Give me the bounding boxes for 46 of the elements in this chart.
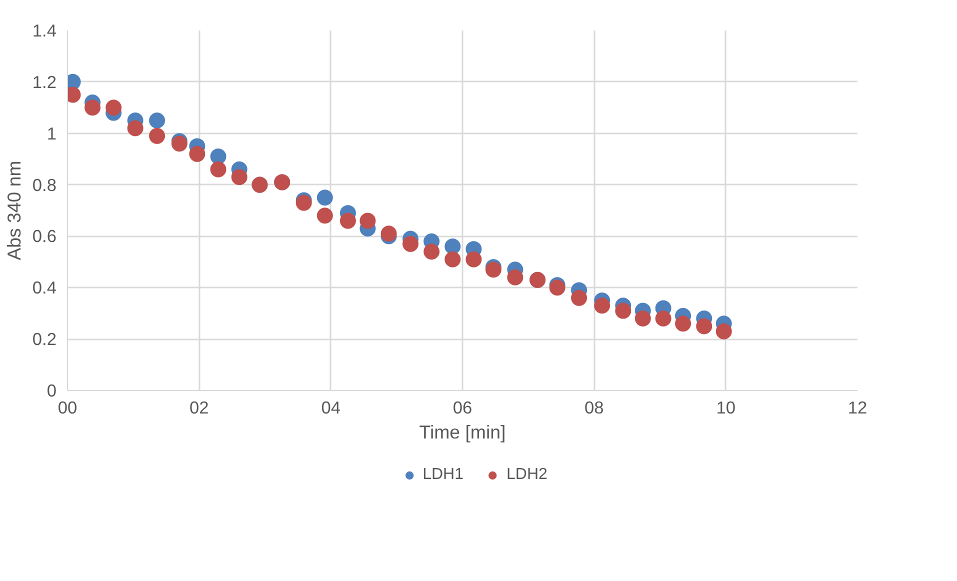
x-tick-label: 06 bbox=[452, 398, 472, 418]
x-tick-label: 02 bbox=[190, 398, 209, 418]
point bbox=[231, 169, 248, 186]
legend-label: LDH2 bbox=[506, 466, 548, 484]
y-tick-label: 0.4 bbox=[32, 278, 57, 298]
point bbox=[316, 190, 333, 206]
point bbox=[360, 212, 376, 229]
point bbox=[127, 120, 144, 136]
point bbox=[210, 161, 226, 178]
point bbox=[444, 238, 461, 254]
point bbox=[84, 100, 101, 116]
x-tick-label: 08 bbox=[584, 398, 604, 418]
point bbox=[444, 251, 461, 268]
point bbox=[106, 100, 122, 116]
point bbox=[675, 316, 692, 332]
point bbox=[149, 112, 166, 128]
point bbox=[696, 318, 712, 334]
point bbox=[316, 208, 333, 224]
point bbox=[424, 244, 440, 260]
point bbox=[634, 310, 651, 326]
legend-label: LDH1 bbox=[422, 466, 464, 484]
y-tick-label: 0 bbox=[46, 380, 57, 400]
x-axis-title: Time [min] bbox=[419, 422, 506, 442]
point bbox=[189, 146, 206, 162]
x-tick-label: 10 bbox=[716, 398, 736, 418]
point bbox=[507, 269, 524, 286]
y-tick-label: 1.4 bbox=[32, 20, 57, 40]
point bbox=[716, 323, 732, 340]
point bbox=[655, 310, 672, 326]
point bbox=[571, 290, 588, 306]
y-tick-label: 0.2 bbox=[32, 329, 57, 350]
x-tick-label: 04 bbox=[321, 398, 341, 418]
y-tick-label: 0.8 bbox=[32, 174, 57, 195]
point bbox=[340, 212, 356, 229]
point bbox=[466, 251, 482, 268]
point bbox=[402, 236, 418, 252]
point bbox=[149, 128, 166, 144]
y-tick-label: 1 bbox=[46, 123, 57, 144]
y-tick-label: 0.6 bbox=[32, 226, 57, 246]
point bbox=[615, 302, 632, 319]
y-tick-label: 1.2 bbox=[32, 72, 57, 92]
point bbox=[594, 298, 610, 314]
x-tick-label: 12 bbox=[848, 398, 868, 418]
y-axis-title: Abs 340 nm bbox=[3, 160, 24, 260]
point bbox=[210, 148, 226, 164]
x-tick-label: 00 bbox=[58, 398, 78, 418]
